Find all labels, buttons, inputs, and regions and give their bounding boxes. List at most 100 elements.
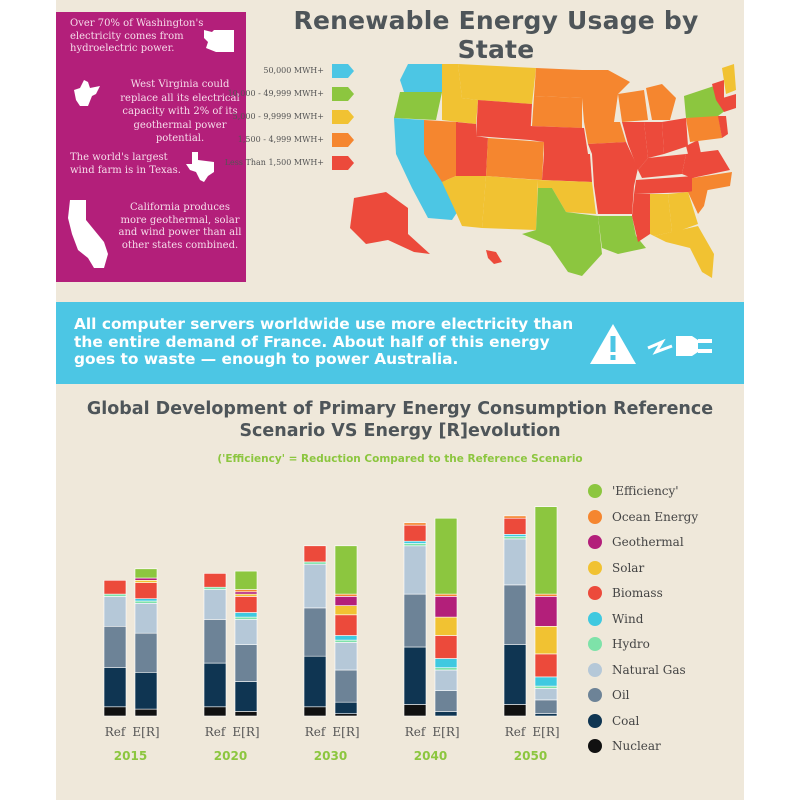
bar-segment (434, 616, 458, 636)
bar-segment (403, 545, 427, 595)
bar-segment (434, 517, 458, 595)
bar-segment (534, 699, 558, 714)
map-region-colorado (486, 138, 544, 180)
bar-segment (434, 711, 458, 717)
fact-washington: Over 70% of Washington's electricity com… (70, 18, 204, 54)
bar-segment (434, 658, 458, 668)
fact-texas: The world's largest wind farm is in Texa… (70, 152, 181, 176)
bar-segment (434, 690, 458, 712)
bar-segment (103, 626, 127, 669)
map-region-michigan (646, 84, 676, 120)
bar-label: Ref (405, 725, 427, 739)
map-region-arizona (442, 176, 486, 228)
bar-segment (203, 573, 227, 588)
bar-segment (503, 534, 527, 537)
map-region-louisiana (598, 216, 646, 254)
bar-segment (303, 561, 327, 565)
california-state-icon (68, 200, 108, 268)
bar-segment (434, 593, 458, 597)
bar-segment (534, 676, 558, 687)
texas-state-icon (186, 152, 214, 182)
map-legend-swatch (332, 64, 354, 78)
year-label: 2020 (214, 749, 247, 763)
bar-segment (203, 619, 227, 664)
bar-label: E[R] (132, 725, 159, 739)
bar-segment (203, 589, 227, 620)
legend-dot (588, 662, 602, 677)
bar-segment (334, 605, 358, 616)
bar-segment (503, 517, 527, 535)
map-region-oklahoma (538, 180, 596, 214)
map-region-south-dakota (532, 96, 582, 128)
bar-segment (503, 536, 527, 540)
bar-segment (203, 586, 227, 590)
bar-segment (234, 711, 258, 717)
bar-segment (303, 655, 327, 708)
bar-segment (534, 653, 558, 678)
legend-dot (588, 509, 602, 524)
fact-california: California produces more geothermal, sol… (118, 202, 242, 251)
legend-label: Nuclear (612, 739, 661, 753)
bar-segment (403, 593, 427, 648)
map-region-texas (522, 188, 602, 276)
map-legend-label: Less Than 1,500 MWH+ (224, 158, 324, 167)
map-region-minnesota (582, 70, 630, 122)
facts-panel: Over 70% of Washington's electricity com… (56, 12, 246, 282)
west-virginia-state-icon (74, 80, 100, 106)
bar-segment (103, 580, 127, 595)
map-legend-item: 50,000 MWH+ (254, 64, 354, 78)
map-region-illinois (622, 122, 648, 170)
map-region-mississippi (632, 194, 650, 242)
map-region-north-dakota (534, 68, 582, 98)
map-region-ohio (662, 118, 688, 154)
bar-segment (334, 593, 358, 597)
bar-segment (403, 524, 427, 542)
map-region-nebraska (530, 126, 588, 154)
legend-label: 'Efficiency' (612, 484, 679, 498)
map-region-alabama (650, 194, 672, 236)
map-legend-label: 10,000 - 49,999 MWH+ (227, 89, 324, 98)
legend-dot (588, 637, 602, 651)
bar-label: Ref (305, 725, 327, 739)
map-region-new-jersey (718, 116, 728, 138)
map-region-montana (458, 64, 536, 104)
year-label: 2040 (414, 749, 447, 763)
stacked-bar-chart: Ref E[R] 2015 Ref E[R] 2020 Ref E[R] 2030 Ref E[R]… (103, 506, 560, 763)
bar-segment (303, 563, 327, 609)
bar-segment (534, 593, 558, 597)
map-legend-label: 5,000 - 9,9999 MWH+ (232, 112, 324, 121)
bar-segment (334, 669, 358, 703)
map-region-maine (722, 64, 736, 94)
map-region-idaho (442, 64, 478, 124)
bar-segment (134, 577, 158, 581)
bar-segment (234, 644, 258, 682)
bar-segment (503, 538, 527, 586)
map-region-georgia (668, 192, 698, 232)
bar-label: E[R] (532, 725, 559, 739)
bar-segment (134, 568, 158, 579)
legend-dot (588, 586, 602, 600)
bar-segment (403, 540, 427, 544)
legend-dot (588, 484, 602, 498)
bar-segment (234, 681, 258, 712)
bar-segment (434, 669, 458, 692)
bar-segment (134, 600, 158, 604)
chart-subtitle: ('Efficiency' = Reduction Compared to th… (217, 453, 583, 465)
bar-label: E[R] (332, 725, 359, 739)
washington-state-icon (204, 30, 234, 52)
year-label: 2050 (514, 749, 547, 763)
fact-west-virginia: West Virginia could replace all its elec… (120, 79, 240, 144)
map-legend-swatch (332, 110, 354, 124)
bar-segment (103, 706, 127, 717)
bar-segment (334, 635, 358, 641)
bar-label: E[R] (432, 725, 459, 739)
bar-segment (134, 708, 158, 717)
bar-segment (103, 667, 127, 708)
bar-segment (134, 598, 158, 602)
bar-segment (134, 672, 158, 710)
legend-dot (588, 535, 602, 549)
map-region-missouri (588, 142, 638, 186)
bar-segment (503, 584, 527, 646)
map-legend-item: 1,500 - 4,999 MWH+ (238, 133, 354, 147)
map-title: Renewable Energy Usage by State (293, 6, 699, 64)
